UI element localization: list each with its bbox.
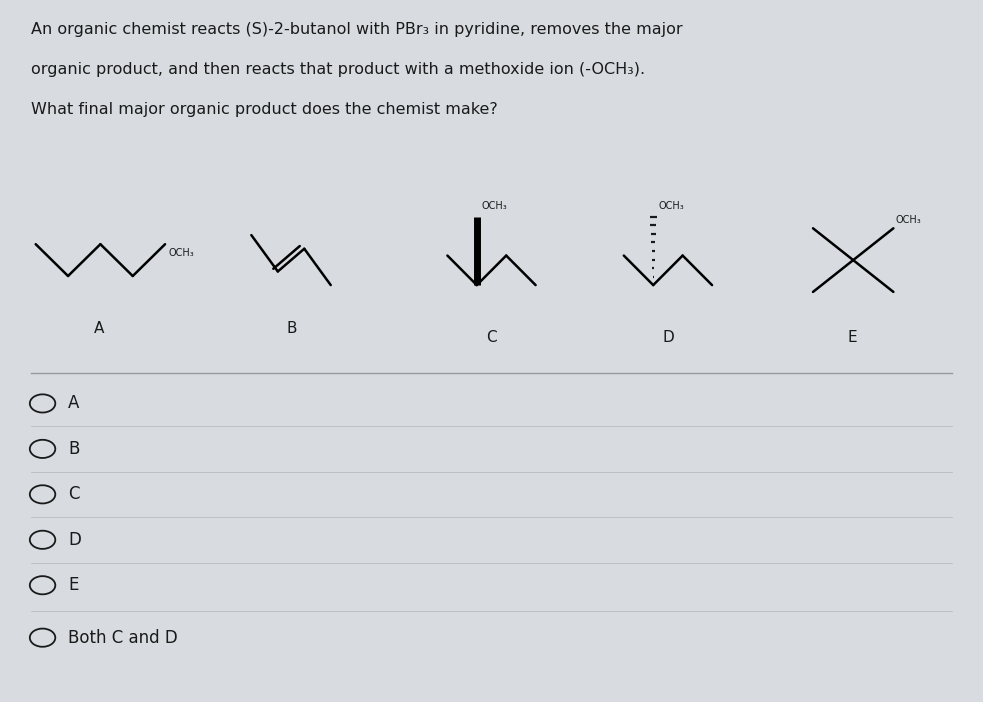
Text: What final major organic product does the chemist make?: What final major organic product does th…: [30, 102, 497, 117]
Text: A: A: [94, 321, 104, 336]
Text: A: A: [68, 395, 80, 413]
Text: D: D: [663, 330, 673, 345]
Text: E: E: [68, 576, 79, 594]
Text: B: B: [286, 321, 297, 336]
Text: C: C: [487, 330, 496, 345]
Text: OCH₃: OCH₃: [482, 201, 507, 211]
Text: OCH₃: OCH₃: [896, 215, 921, 225]
Text: C: C: [68, 485, 80, 503]
Text: OCH₃: OCH₃: [168, 248, 194, 258]
Text: Both C and D: Both C and D: [68, 629, 178, 647]
Text: OCH₃: OCH₃: [659, 201, 684, 211]
Text: D: D: [68, 531, 81, 549]
Text: An organic chemist reacts (S)-2-butanol with PBr₃ in pyridine, removes the major: An organic chemist reacts (S)-2-butanol …: [30, 22, 682, 37]
Text: E: E: [847, 330, 857, 345]
Text: organic product, and then reacts that product with a methoxide ion (-OCH₃).: organic product, and then reacts that pr…: [30, 62, 645, 77]
Text: B: B: [68, 440, 80, 458]
